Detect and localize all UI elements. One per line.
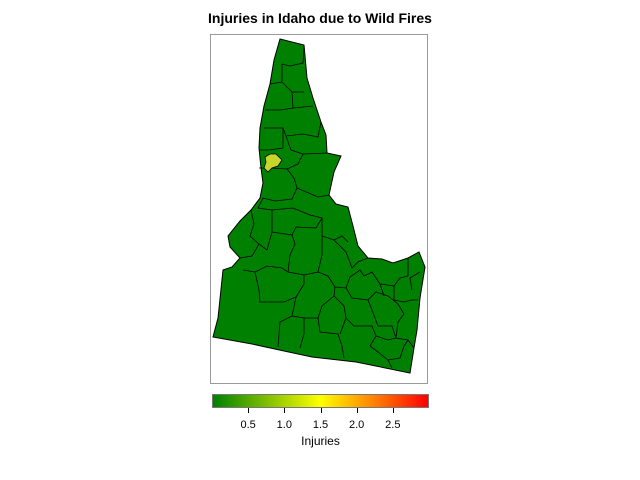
legend-ticks: 0.5 1.0 1.5 2.0 2.5 <box>0 408 640 438</box>
legend-tick-mark <box>248 408 250 413</box>
legend-tick-mark <box>356 408 358 413</box>
legend-tick-label: 2.5 <box>385 419 401 431</box>
legend-tick-mark <box>392 408 394 413</box>
map-frame <box>210 34 428 384</box>
legend-title: Injuries <box>301 434 340 448</box>
legend-tick-mark <box>320 408 322 413</box>
legend-tick-label: 1.5 <box>312 419 329 431</box>
legend-tick-mark <box>284 408 286 413</box>
idaho-state-outline <box>212 38 426 374</box>
county-lewis-highlight <box>263 153 283 173</box>
legend-tick-label: 0.5 <box>240 419 256 431</box>
map-title: Injuries in Idaho due to Wild Fires <box>208 10 432 26</box>
legend-tick-label: 1.0 <box>276 419 292 431</box>
idaho-county-map <box>212 38 426 374</box>
legend-tick-label: 2.0 <box>349 419 365 431</box>
legend-color-bar <box>212 394 429 408</box>
